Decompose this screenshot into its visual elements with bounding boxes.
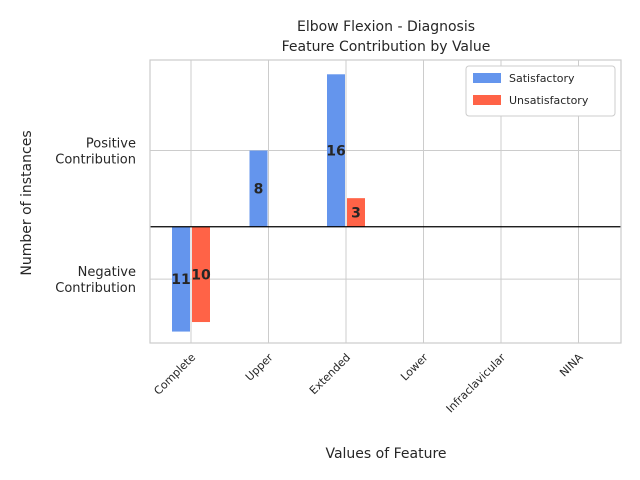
- x-tick-label: NINA: [557, 351, 586, 380]
- legend-label-unsatisfactory: Unsatisfactory: [509, 94, 589, 107]
- bar-value-labels: 11 10 8 16 3: [171, 144, 361, 289]
- bar-unsatisfactory-complete: [192, 226, 210, 323]
- x-tick-label: Upper: [243, 351, 276, 384]
- chart-subtitle: Feature Contribution by Value: [282, 39, 491, 55]
- bar-value-label: 16: [326, 144, 345, 160]
- bar-satisfactory-complete: [172, 226, 190, 332]
- bars: [172, 74, 365, 332]
- plot-frame: [149, 59, 622, 344]
- x-tick-label: Complete: [151, 351, 198, 398]
- legend-swatch-satisfactory: [473, 73, 501, 83]
- y-tick-label: Negative Contribution: [55, 265, 136, 296]
- x-tick-label: Extended: [307, 351, 353, 397]
- bar-unsatisfactory-extended: [347, 198, 365, 227]
- chart-title: Elbow Flexion - Diagnosis: [297, 19, 475, 35]
- bar-value-label: 3: [351, 205, 361, 221]
- x-tick-label: Infraclavicular: [444, 351, 509, 416]
- bar-satisfactory-extended: [327, 74, 345, 227]
- y-tick-label: Positive Contribution: [55, 137, 136, 168]
- bar-value-label: 11: [171, 272, 190, 288]
- legend-box: [465, 65, 616, 117]
- bar-value-label: 8: [254, 182, 264, 198]
- x-axis-label: Values of Feature: [325, 446, 446, 462]
- x-tick-label: Lower: [398, 351, 431, 384]
- legend-label-satisfactory: Satisfactory: [509, 72, 575, 85]
- grid: [150, 60, 621, 343]
- legend-swatch-unsatisfactory: [473, 95, 501, 105]
- bar-satisfactory-upper: [249, 150, 268, 227]
- legend: Satisfactory Unsatisfactory: [465, 65, 616, 117]
- bar-value-label: 10: [191, 267, 211, 283]
- x-tick-labels: Complete Upper Extended Lower Infraclavicula…: [151, 351, 586, 416]
- y-tick-labels: Positive Contribution Negative Contribution: [55, 137, 136, 297]
- y-axis-label: Number of instances: [19, 130, 35, 275]
